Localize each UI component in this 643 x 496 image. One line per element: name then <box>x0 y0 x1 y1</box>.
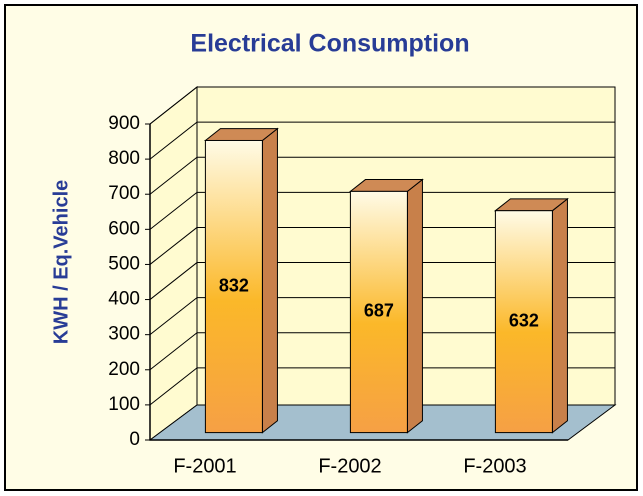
bar <box>349 190 408 434</box>
data-label: 632 <box>509 310 539 330</box>
bar <box>494 210 553 434</box>
grid-line <box>149 227 198 265</box>
chart-title: Electrical Consumption <box>190 30 469 58</box>
grid-line <box>149 367 198 406</box>
bar-side <box>551 197 568 434</box>
data-label: 687 <box>364 301 394 321</box>
y-tick-label: 700 <box>108 183 140 204</box>
y-tick-label: 400 <box>108 289 140 310</box>
grid-line <box>149 262 198 300</box>
bars <box>203 127 569 434</box>
x-tick-label: F-2001 <box>173 455 236 477</box>
bar-side <box>406 178 423 434</box>
y-tick-label: 100 <box>108 394 140 415</box>
y-tick-label: 800 <box>108 148 140 169</box>
y-tick-label: 200 <box>108 359 140 380</box>
grid-line <box>149 297 198 336</box>
y-tick-label: 0 <box>129 429 140 450</box>
grid-line <box>149 86 198 125</box>
x-tick-label: F-2003 <box>463 455 526 477</box>
x-tick-label: F-2002 <box>318 455 381 477</box>
side-wall <box>149 85 198 441</box>
bar-side <box>261 127 278 434</box>
grid-line <box>149 156 198 195</box>
y-tick-label: 600 <box>108 218 140 239</box>
y-axis-label: KWH / Eq.Vehicle <box>50 180 72 344</box>
grid-line <box>149 191 198 230</box>
data-label: 832 <box>219 275 249 295</box>
bar <box>204 139 263 434</box>
y-tick-label: 900 <box>108 113 140 134</box>
y-tick-label: 300 <box>108 324 140 345</box>
grid-line <box>149 332 198 371</box>
y-tick-label: 500 <box>108 253 140 274</box>
grid-line <box>149 121 198 160</box>
